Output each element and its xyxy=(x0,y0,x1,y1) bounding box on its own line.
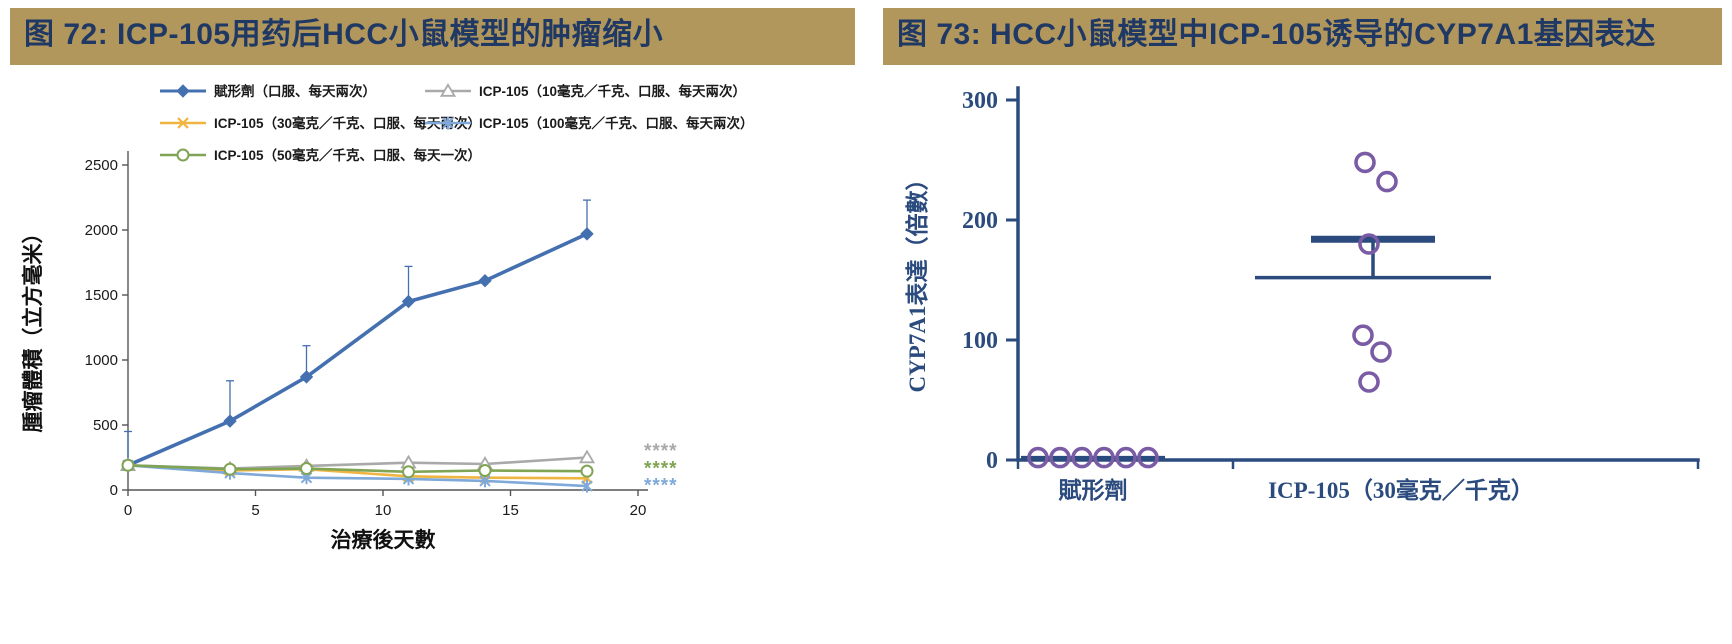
data-point xyxy=(1376,170,1398,192)
marker-circle xyxy=(580,464,594,478)
x-tick-label: 5 xyxy=(251,502,259,519)
significance-stars: **** xyxy=(644,458,678,479)
marker-triangle xyxy=(439,82,457,97)
series-4 xyxy=(121,458,594,478)
marker-diamond xyxy=(478,273,492,288)
series-line xyxy=(127,463,588,473)
marker-diamond xyxy=(223,413,237,428)
marker-diamond xyxy=(401,294,416,308)
figure-73-panel: 图 73: HCC小鼠模型中ICP-105诱导的CYP7A1基因表达 0 100 2… xyxy=(883,8,1722,636)
data-point xyxy=(1352,323,1374,346)
y-tick-label: 1500 xyxy=(85,287,118,304)
x-tick-label: 15 xyxy=(502,502,519,519)
cyp7a1-chart-svg: 0 100 200 300 CYP7A1表達（倍數） 賦形劑 ICP-105（30毫克／千克… xyxy=(904,85,1700,503)
data-point xyxy=(1071,446,1093,468)
y-tick-label: 500 xyxy=(93,417,118,434)
legend-item-2: ICP-105（30毫克／千克、口服、每天兩次） xyxy=(160,115,481,131)
data-point xyxy=(1049,446,1071,468)
marker-x xyxy=(177,116,189,129)
marker-diamond xyxy=(299,369,314,384)
y-tick-label: 100 xyxy=(962,328,998,354)
legend-item-4: ICP-105（50毫克／千克、口服、每天一次） xyxy=(160,147,481,163)
x-tick-label: 0 xyxy=(124,502,132,519)
data-point xyxy=(1137,446,1159,468)
category-label: 賦形劑 xyxy=(1059,477,1128,503)
tumor-volume-chart-svg: 0 500 1000 1500 2000 2500 0 5 10 15 20 治療後天數 腫瘤體積（立方… xyxy=(21,83,754,552)
data-point xyxy=(1358,370,1380,393)
y-tick-label: 2000 xyxy=(85,222,118,239)
marker-circle xyxy=(402,464,415,478)
marker-diamond xyxy=(176,83,190,98)
y-tick-label: 1000 xyxy=(85,352,118,369)
marker-circle xyxy=(223,462,237,476)
legend-label: ICP-105（30毫克／千克、口服、每天兩次） xyxy=(214,115,481,131)
marker-triangle xyxy=(578,449,596,463)
data-point xyxy=(1027,446,1049,468)
legend-label: 賦形劑（口服、每天兩次） xyxy=(213,83,376,99)
legend-item-0: 賦形劑（口服、每天兩次） xyxy=(160,83,376,99)
legend-label: ICP-105（10毫克／千克、口服、每天兩次） xyxy=(479,83,746,99)
figure-72-panel: 图 72: ICP-105用药后HCC小鼠模型的肿瘤缩小 0 500 1000 150… xyxy=(10,8,855,636)
data-point xyxy=(1354,151,1376,173)
tumor-volume-line-chart: 0 500 1000 1500 2000 2500 0 5 10 15 20 治療後天數 腫瘤體積（立方… xyxy=(10,65,855,636)
y-tick-label: 0 xyxy=(986,448,998,474)
marker-circle xyxy=(176,148,190,162)
figure-72-title-bar: 图 72: ICP-105用药后HCC小鼠模型的肿瘤缩小 xyxy=(10,8,855,65)
marker-circle xyxy=(121,458,135,472)
legend-item-1: ICP-105（10毫克／千克、口服、每天兩次） xyxy=(425,83,746,99)
legend-label: ICP-105（50毫克／千克、口服、每天一次） xyxy=(214,147,481,163)
y-tick-label: 2500 xyxy=(85,157,118,174)
legend-label: ICP-105（100毫克／千克、口服、每天兩次） xyxy=(479,115,754,131)
cyp7a1-scatter-chart: 0 100 200 300 CYP7A1表達（倍數） 賦形劑 ICP-105（30毫克／千克… xyxy=(883,65,1722,636)
marker-circle xyxy=(300,461,313,475)
series-line xyxy=(127,231,588,467)
y-tick-label: 0 xyxy=(110,482,118,499)
series-0 xyxy=(121,199,594,472)
y-tick-label: 300 xyxy=(962,88,998,114)
x-tick-label: 20 xyxy=(630,502,647,519)
legend: 賦形劑（口服、每天兩次） ICP-105（10毫克／千克、口服、每天兩次） ICP-… xyxy=(160,83,754,163)
y-tick-label: 200 xyxy=(962,208,998,234)
marker-diamond xyxy=(580,226,594,241)
data-point xyxy=(1370,340,1392,363)
category-label: ICP-105（30毫克／千克） xyxy=(1268,477,1534,503)
axes: 0 500 1000 1500 2000 2500 0 5 10 15 20 xyxy=(85,150,648,519)
y-axis-title: CYP7A1表達（倍數） xyxy=(904,167,930,392)
x-axis-title: 治療後天數 xyxy=(331,528,436,552)
marker-circle xyxy=(478,463,492,477)
significance-stars: **** xyxy=(644,441,678,462)
data-point xyxy=(1358,232,1380,255)
series-line xyxy=(127,463,588,487)
y-axis-title: 腫瘤體積（立方毫米） xyxy=(21,222,45,432)
x-tick-label: 10 xyxy=(375,502,392,519)
data-point xyxy=(1115,446,1137,468)
marker-asterisk xyxy=(442,116,454,130)
legend-item-3: ICP-105（100毫克／千克、口服、每天兩次） xyxy=(425,115,754,131)
figure-72-title: 图 72: ICP-105用药后HCC小鼠模型的肿瘤缩小 xyxy=(24,18,664,51)
group-0 xyxy=(1021,446,1165,468)
marker-asterisk xyxy=(581,479,593,493)
figure-73-title: 图 73: HCC小鼠模型中ICP-105诱导的CYP7A1基因表达 xyxy=(897,18,1656,51)
data-point xyxy=(1093,446,1115,468)
figure-73-title-bar: 图 73: HCC小鼠模型中ICP-105诱导的CYP7A1基因表达 xyxy=(883,8,1722,65)
group-1 xyxy=(1255,151,1491,393)
axes: 0 100 200 300 xyxy=(962,85,1700,474)
significance-stars: **** xyxy=(644,475,678,496)
